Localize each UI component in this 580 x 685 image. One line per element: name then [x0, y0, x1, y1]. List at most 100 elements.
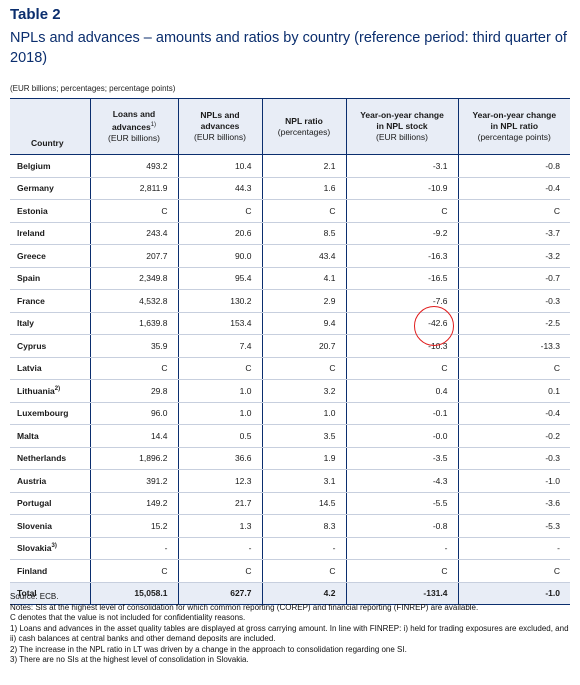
header-yoy-ratio: Year-on-year change in NPL ratio (percen… [457, 98, 570, 155]
npl-ratio-cell: 2.9 [261, 289, 346, 313]
npl-ratio-cell: 1.9 [261, 447, 346, 470]
country-cell: Germany [10, 177, 90, 200]
yoy-ratio-cell: -2.5 [457, 312, 570, 335]
total-row: Total 15,058.1 627.7 4.2 -131.4 -1.0 [10, 581, 570, 605]
npls-cell: C [177, 199, 262, 223]
country-name: Germany [17, 183, 54, 194]
table-subtitle: NPLs and advances – amounts and ratios b… [10, 30, 567, 66]
header-loans-unit: (EUR billions) [108, 132, 160, 143]
country-cell: Finland [10, 559, 90, 583]
header-yoy-stock-line2: in NPL stock [376, 121, 428, 131]
npl-ratio-cell: 4.1 [261, 267, 346, 290]
npl-table: Country Loans and advances1) (EUR billio… [10, 98, 570, 605]
npls-cell: 1.3 [177, 514, 262, 538]
header-loans-footnote: 1) [150, 122, 157, 129]
yoy-ratio-cell: -0.3 [457, 447, 570, 470]
country-name: Cyprus [17, 340, 47, 351]
header-ratio-unit: (percentages) [277, 126, 331, 137]
country-cell: Slovakia3) [10, 537, 90, 560]
yoy-stock-cell: -0.0 [345, 424, 458, 448]
npls-cell: 130.2 [177, 289, 262, 313]
npl-ratio-cell: 14.5 [261, 492, 346, 515]
loans-cell: 149.2 [89, 492, 178, 515]
header-yoy-ratio-unit: (percentage points) [477, 132, 551, 142]
npls-cell: 10.4 [177, 154, 262, 178]
yoy-ratio-cell: -3.6 [457, 492, 570, 515]
country-cell: Lithuania2) [10, 379, 90, 403]
yoy-ratio-cell: 0.1 [457, 379, 570, 403]
country-name: Spain [17, 273, 41, 284]
yoy-ratio-cell: -0.8 [457, 154, 570, 178]
country-name: Belgium [17, 160, 51, 171]
table-title: Table 2 [10, 6, 61, 23]
country-name: France [17, 295, 45, 306]
country-name: Luxembourg [17, 408, 69, 419]
country-name: Malta [17, 430, 39, 441]
yoy-ratio-cell: -3.7 [457, 222, 570, 245]
header-row: Country Loans and advances1) (EUR billio… [10, 98, 570, 155]
units-note: (EUR billions; percentages; percentage p… [10, 84, 176, 93]
total-yoy-stock: -131.4 [345, 581, 458, 605]
country-name: Italy [17, 318, 35, 329]
yoy-stock-cell: C [345, 559, 458, 583]
country-name: Estonia [17, 205, 48, 216]
country-name: Lithuania [17, 385, 55, 396]
total-ratio: 4.2 [261, 581, 346, 605]
npls-cell: 0.5 [177, 424, 262, 448]
yoy-ratio-cell: -0.2 [457, 424, 570, 448]
country-cell: Luxembourg [10, 402, 90, 425]
country-name: Latvia [17, 363, 42, 374]
loans-cell: 4,532.8 [89, 289, 178, 313]
yoy-ratio-cell: -0.7 [457, 267, 570, 290]
yoy-stock-cell: -0.8 [345, 514, 458, 538]
header-yoy-stock-line1: Year-on-year change [360, 110, 444, 120]
yoy-ratio-cell: -1.0 [457, 469, 570, 493]
npls-cell: 95.4 [177, 267, 262, 290]
loans-cell: 493.2 [89, 154, 178, 178]
loans-cell: C [89, 357, 178, 380]
loans-cell: C [89, 559, 178, 583]
loans-cell: 29.8 [89, 379, 178, 403]
header-yoy-ratio-line1: Year-on-year change [472, 110, 557, 120]
header-loans: Loans and advances1) (EUR billions) [89, 98, 178, 155]
yoy-stock-cell: -16.3 [345, 244, 458, 268]
npl-ratio-cell: 9.4 [261, 312, 346, 335]
npl-ratio-cell: 8.5 [261, 222, 346, 245]
country-name: Slovakia [17, 543, 52, 554]
loans-cell: - [89, 537, 178, 560]
table-row: Belgium 493.2 10.4 2.1 -3.1 -0.8 [10, 154, 570, 178]
country-cell: Belgium [10, 154, 90, 178]
country-cell: Netherlands [10, 447, 90, 470]
npls-cell: 44.3 [177, 177, 262, 200]
npls-cell: - [177, 537, 262, 560]
npl-ratio-cell: - [261, 537, 346, 560]
loans-cell: 391.2 [89, 469, 178, 493]
country-footnote-marker: 2) [54, 385, 61, 392]
total-npls: 627.7 [177, 581, 262, 605]
npl-ratio-cell: 8.3 [261, 514, 346, 538]
header-ratio-line1: NPL ratio [285, 115, 323, 126]
yoy-stock-cell: 0.4 [345, 379, 458, 403]
note-confidential: C denotes that the value is not included… [10, 613, 246, 622]
table-row: Lithuania2) 29.8 1.0 3.2 0.4 0.1 [10, 379, 570, 403]
yoy-ratio-cell: -0.4 [457, 402, 570, 425]
table-row: Germany 2,811.9 44.3 1.6 -10.9 -0.4 [10, 177, 570, 200]
loans-cell: 35.9 [89, 334, 178, 358]
country-name: Slovenia [17, 520, 52, 531]
npls-cell: 1.0 [177, 402, 262, 425]
yoy-ratio-cell: C [457, 559, 570, 583]
note-2: 2) The increase in the NPL ratio in LT w… [10, 644, 407, 654]
yoy-stock-cell: -5.5 [345, 492, 458, 515]
table-row: Cyprus 35.9 7.4 20.7 -10.3 -13.3 [10, 334, 570, 358]
yoy-ratio-cell: C [457, 199, 570, 223]
highlight-wrap: -42.6 [414, 306, 455, 347]
country-cell: Cyprus [10, 334, 90, 358]
yoy-stock-cell: -16.5 [345, 267, 458, 290]
loans-cell: 2,811.9 [89, 177, 178, 200]
yoy-stock-cell: C [345, 357, 458, 380]
npls-cell: 7.4 [177, 334, 262, 358]
country-cell: Latvia [10, 357, 90, 380]
header-country: Country [10, 98, 90, 155]
header-loans-line1: Loans and [112, 109, 156, 120]
country-cell: Austria [10, 469, 90, 493]
